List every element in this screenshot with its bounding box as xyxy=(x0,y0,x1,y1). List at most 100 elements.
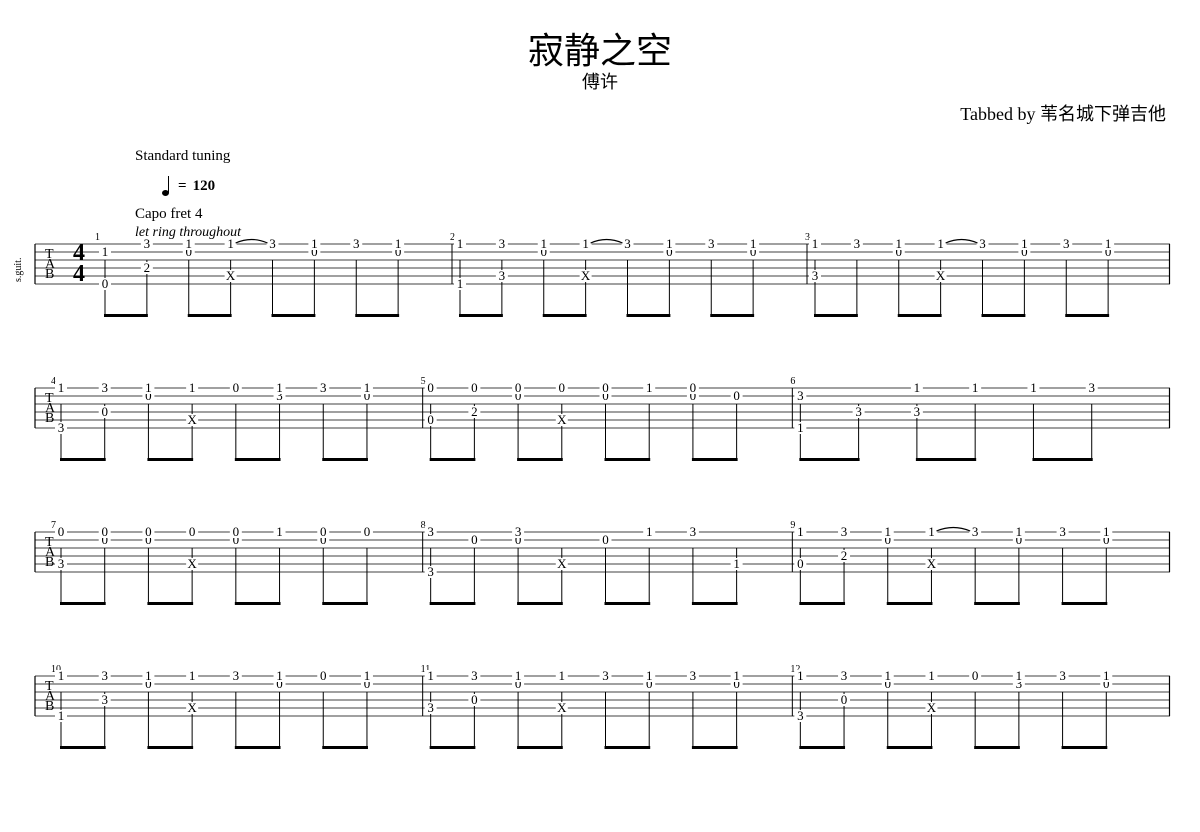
fret-number: 3 xyxy=(690,668,697,683)
fret-number: 3 xyxy=(979,236,986,251)
fret-number: 1 xyxy=(515,668,522,683)
fret-number: 1 xyxy=(928,524,935,539)
fret-number: 1 xyxy=(1105,236,1112,251)
fret-number: 1 xyxy=(427,668,434,683)
fret-number: 1 xyxy=(646,380,653,395)
fret-number: 0 xyxy=(559,380,566,395)
instrument-label: s.guit. xyxy=(13,258,24,282)
fret-number: 1 xyxy=(582,236,589,251)
fret-number: 1 xyxy=(1103,668,1110,683)
fret-number: 0 xyxy=(471,380,478,395)
fret-number: 2 xyxy=(471,404,478,419)
fret-number: 1 xyxy=(364,668,371,683)
fret-number: 3 xyxy=(1059,524,1066,539)
fret-number: 1 xyxy=(395,236,402,251)
fret-number: 3 xyxy=(1063,236,1070,251)
fret-number: 3 xyxy=(624,236,631,251)
tempo: = 120 xyxy=(162,176,215,196)
fret-number: 0 xyxy=(797,556,804,571)
fret-number: 0 xyxy=(471,532,478,547)
artist: 傅许 xyxy=(0,68,1200,94)
fret-number: X xyxy=(927,700,937,715)
fret-number: X xyxy=(557,700,567,715)
fret-number: 3 xyxy=(708,236,715,251)
fret-number: 1 xyxy=(937,236,944,251)
fret-number: 1 xyxy=(559,668,566,683)
fret-number: X xyxy=(187,700,197,715)
fret-number: 3 xyxy=(972,524,979,539)
fret-number: 1 xyxy=(58,668,65,683)
fret-number: 3 xyxy=(320,380,327,395)
fret-number: 3 xyxy=(1088,380,1095,395)
fret-number: 0 xyxy=(602,532,609,547)
fret-number: 1 xyxy=(797,524,804,539)
fret-number: 1 xyxy=(896,236,903,251)
fret-number: 3 xyxy=(101,380,108,395)
fret-number: 3 xyxy=(58,420,65,435)
fret-number: 1 xyxy=(58,380,65,395)
fret-number: 1 xyxy=(750,236,757,251)
fret-number: 1 xyxy=(364,380,371,395)
fret-number: 1 xyxy=(1021,236,1028,251)
fret-number: 0 xyxy=(841,692,848,707)
tab-system: TAB4310301X10313015002000X00010006133311… xyxy=(35,388,1170,488)
fret-number: 1 xyxy=(797,420,804,435)
fret-number: 3 xyxy=(515,524,522,539)
fret-number: 1 xyxy=(311,236,318,251)
tab-system: s.guit.TAB441012301X13013012113301X13013… xyxy=(35,244,1170,344)
fret-number: X xyxy=(927,556,937,571)
fret-number: 0 xyxy=(690,380,697,395)
fret-number: 1 xyxy=(1016,524,1023,539)
fret-number: 0 xyxy=(972,668,979,683)
fret-number: 3 xyxy=(499,236,506,251)
fret-number: 3 xyxy=(353,236,360,251)
bar-number: 6 xyxy=(790,376,795,387)
fret-number: 0 xyxy=(145,524,152,539)
fret-number: 1 xyxy=(972,380,979,395)
fret-number: 1 xyxy=(145,380,152,395)
fret-number: X xyxy=(187,556,197,571)
fret-number: 3 xyxy=(841,668,848,683)
fret-number: X xyxy=(581,268,591,283)
tab-system: TAB7300000X0001000833003X01319012301X130… xyxy=(35,532,1170,632)
fret-number: 1 xyxy=(812,236,819,251)
fret-number: 1 xyxy=(885,524,892,539)
fret-number: 0 xyxy=(320,524,327,539)
fret-number: 1 xyxy=(1030,380,1037,395)
fret-number: 1 xyxy=(102,244,109,259)
fret-number: 3 xyxy=(499,268,506,283)
fret-number: 0 xyxy=(233,524,240,539)
fret-number: 3 xyxy=(144,236,151,251)
fret-number: 3 xyxy=(1059,668,1066,683)
fret-number: 0 xyxy=(515,380,522,395)
fret-number: 1 xyxy=(797,668,804,683)
fret-number: 3 xyxy=(427,700,434,715)
fret-number: 3 xyxy=(602,668,609,683)
fret-number: X xyxy=(226,268,236,283)
fret-number: 1 xyxy=(541,236,548,251)
fret-number: 1 xyxy=(276,524,283,539)
fret-number: 2 xyxy=(841,548,848,563)
bar-number: 1 xyxy=(95,232,100,243)
fret-number: X xyxy=(187,412,197,427)
fret-number: 1 xyxy=(646,524,653,539)
fret-number: 1 xyxy=(58,708,65,723)
fret-number: 1 xyxy=(914,380,921,395)
fret-number: 0 xyxy=(602,380,609,395)
fret-number: 3 xyxy=(797,708,804,723)
tempo-equals: = xyxy=(178,178,187,195)
fret-number: 1 xyxy=(928,668,935,683)
fret-number: 3 xyxy=(101,692,108,707)
capo-label: Capo fret 4 xyxy=(135,206,202,223)
fret-number: 0 xyxy=(733,388,740,403)
fret-number: 1 xyxy=(276,668,283,683)
fret-number: 3 xyxy=(101,668,108,683)
fret-number: 0 xyxy=(233,380,240,395)
fret-number: 1 xyxy=(733,556,740,571)
fret-number: 3 xyxy=(841,524,848,539)
fret-number: X xyxy=(557,556,567,571)
fret-number: 0 xyxy=(427,412,434,427)
fret-number: 1 xyxy=(457,236,464,251)
fret-number: 1 xyxy=(189,668,196,683)
tempo-bpm: 120 xyxy=(193,178,216,195)
